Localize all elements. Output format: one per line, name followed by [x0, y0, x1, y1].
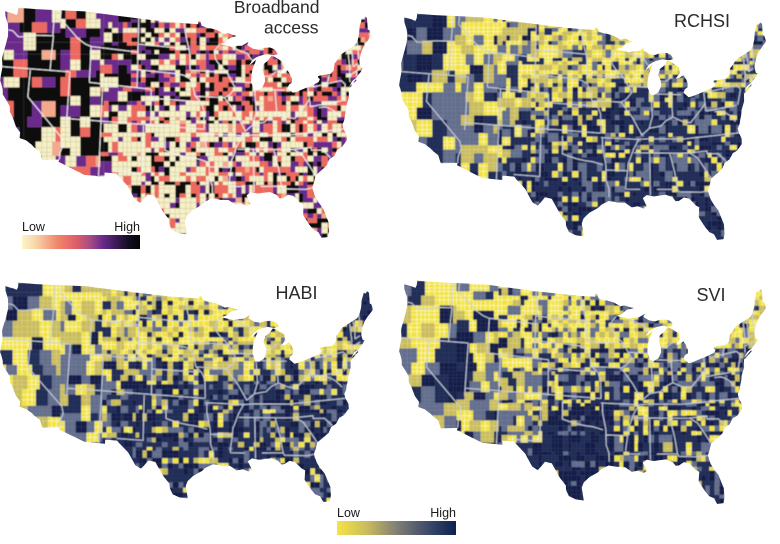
svg-text:HABI: HABI: [275, 283, 317, 303]
svg-text:High: High: [430, 506, 456, 520]
svg-text:Broadband: Broadband: [234, 0, 320, 17]
svg-text:RCHSI: RCHSI: [674, 11, 730, 31]
svg-text:High: High: [114, 220, 140, 234]
svg-text:access: access: [264, 18, 319, 38]
svg-text:Low: Low: [337, 506, 361, 520]
svg-text:SVI: SVI: [696, 285, 725, 305]
svg-text:Low: Low: [22, 220, 46, 234]
